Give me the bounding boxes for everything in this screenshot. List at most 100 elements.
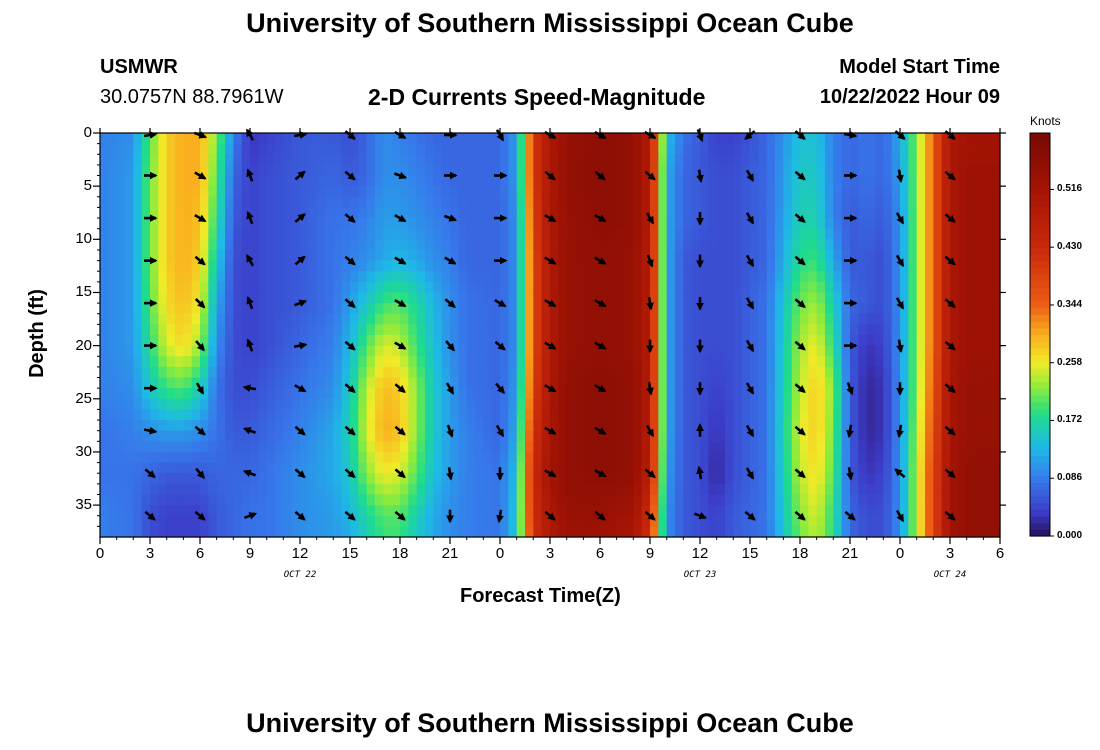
heatmap-cell	[350, 292, 359, 304]
heatmap-cell	[225, 377, 234, 389]
heatmap-cell	[550, 175, 559, 187]
heatmap-cell	[583, 398, 593, 411]
heatmap-cell	[950, 196, 959, 209]
heatmap-cell	[283, 335, 293, 347]
heatmap-cell	[550, 420, 559, 432]
heatmap-cell	[500, 505, 509, 517]
heatmap-cell	[608, 218, 618, 230]
heatmap-cell	[283, 218, 293, 230]
heatmap-cell	[883, 313, 893, 325]
heatmap-cell	[866, 483, 876, 496]
heatmap-cell	[758, 175, 768, 187]
heatmap-cell	[225, 249, 234, 262]
heatmap-cell	[375, 324, 384, 336]
heatmap-cell	[366, 164, 376, 177]
heatmap-cell	[308, 526, 318, 538]
heatmap-cell	[750, 483, 759, 496]
heatmap-cell	[325, 483, 334, 496]
heatmap-cell	[450, 218, 459, 230]
heatmap-cell	[491, 207, 501, 219]
heatmap-cell	[358, 430, 368, 442]
heatmap-cell	[608, 462, 618, 474]
heatmap-cell	[108, 335, 118, 347]
heatmap-cell	[816, 292, 826, 304]
heatmap-cell	[625, 398, 634, 411]
heatmap-cell	[550, 366, 559, 379]
heatmap-cell	[900, 313, 909, 325]
colorbar-tick-label: 0.172	[1057, 414, 1083, 426]
heatmap-cell	[891, 473, 901, 485]
heatmap-cell	[533, 228, 543, 240]
heatmap-cell	[283, 133, 293, 145]
heatmap-cell	[758, 377, 768, 389]
heatmap-cell	[716, 228, 726, 240]
heatmap-cell	[591, 377, 601, 389]
heatmap-cell	[100, 494, 109, 506]
heatmap-cell	[508, 260, 518, 272]
heatmap-cell	[466, 526, 476, 538]
heatmap-cell	[466, 143, 476, 155]
heatmap-cell	[858, 249, 868, 262]
heatmap-cell	[841, 154, 851, 166]
heatmap-cell	[475, 483, 484, 496]
heatmap-cell	[558, 526, 568, 538]
heatmap-cell	[800, 515, 809, 527]
heatmap-cell	[166, 281, 176, 294]
y-tick-label: 0	[83, 124, 92, 141]
heatmap-cell	[650, 164, 659, 177]
heatmap-cell	[441, 186, 451, 198]
heatmap-cell	[366, 143, 376, 155]
heatmap-cell	[208, 483, 218, 496]
heatmap-cell	[816, 441, 826, 453]
heatmap-cell	[808, 441, 818, 453]
heatmap-cell	[541, 451, 551, 464]
heatmap-cell	[458, 473, 468, 485]
heatmap-cell	[183, 313, 193, 325]
heatmap-cell	[325, 409, 334, 421]
heatmap-cell	[808, 473, 818, 485]
heatmap-cell	[558, 281, 568, 294]
heatmap-cell	[866, 398, 876, 411]
heatmap-cell	[108, 356, 118, 368]
heatmap-cell	[766, 218, 776, 230]
heatmap-cell	[433, 473, 443, 485]
heatmap-cell	[116, 483, 126, 496]
heatmap-cell	[425, 143, 434, 155]
heatmap-cell	[575, 483, 584, 496]
current-arrow	[194, 425, 206, 436]
heatmap-cell	[141, 430, 151, 442]
heatmap-cell	[691, 281, 701, 294]
x-tick-label: 9	[645, 545, 655, 562]
heatmap-cell	[650, 313, 659, 325]
heatmap-cell	[875, 388, 884, 400]
heatmap-cell	[783, 218, 793, 230]
heatmap-cell	[958, 473, 968, 485]
heatmap-cell	[300, 377, 309, 389]
heatmap-cell	[758, 462, 768, 474]
heatmap-cell	[916, 515, 926, 527]
heatmap-cell	[958, 186, 968, 198]
heatmap-cell	[100, 335, 109, 347]
heatmap-cell	[925, 175, 934, 187]
heatmap-cell	[716, 324, 726, 336]
heatmap-cell	[716, 388, 726, 400]
heatmap-cell	[400, 398, 409, 411]
heatmap-cell	[416, 143, 426, 155]
heatmap-cell	[625, 388, 634, 400]
current-vectors	[143, 128, 956, 524]
heatmap-cell	[150, 430, 159, 442]
heatmap-cell	[283, 430, 293, 442]
heatmap-cell	[508, 228, 518, 240]
heatmap-cell	[100, 430, 109, 442]
heatmap-cell	[308, 292, 318, 304]
heatmap-cell	[266, 398, 276, 411]
heatmap-cell	[283, 196, 293, 209]
heatmap-cell	[116, 420, 126, 432]
heatmap-cell	[300, 324, 309, 336]
colorbar-swatch	[1030, 300, 1050, 309]
heatmap-cell	[691, 366, 701, 379]
heatmap-cell	[416, 260, 426, 272]
heatmap-cell	[791, 292, 801, 304]
heatmap-cell	[783, 377, 793, 389]
heatmap-cell	[466, 313, 476, 325]
